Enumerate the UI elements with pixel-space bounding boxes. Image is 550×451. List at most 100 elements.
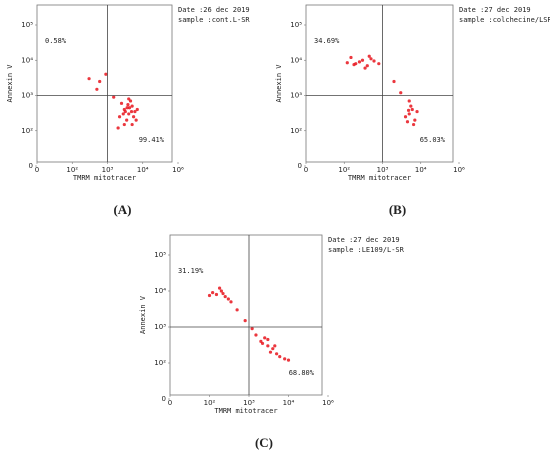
quadrant-label: 68.80% <box>289 369 315 377</box>
y-tick-label: 10³ <box>290 92 302 100</box>
data-point <box>125 106 129 110</box>
data-point <box>119 101 124 105</box>
data-point <box>363 66 367 70</box>
plot-panel: 0 10² 10³ 10⁴ 10⁶ 0 10² 10³ 10⁴ 10⁵ 0.58% 99.41% TMR… <box>6 4 250 217</box>
data-point <box>275 352 279 356</box>
data-point <box>135 107 139 112</box>
data-point <box>377 62 381 66</box>
data-point <box>345 61 349 65</box>
data-point <box>131 115 136 119</box>
date-text: Date :27 dec 2019 <box>328 236 400 244</box>
date-text: Date :27 dec 2019 <box>459 6 531 14</box>
data-point <box>263 336 267 340</box>
data-point <box>271 347 275 351</box>
data-point <box>405 120 410 124</box>
plot-frame <box>169 234 323 396</box>
data-point <box>243 319 247 323</box>
data-point <box>211 291 215 295</box>
sample-text: sample :cont.L-SR <box>178 16 250 24</box>
data-point <box>117 115 122 119</box>
data-point <box>123 109 127 114</box>
quadrant-label: 0.58% <box>45 37 67 45</box>
y-axis-label: Annexin V <box>275 64 283 103</box>
panel-label: (A) <box>113 202 131 217</box>
y-tick-label: 10⁴ <box>290 56 302 64</box>
data-point <box>221 291 225 296</box>
data-point <box>126 103 130 107</box>
y-tick-label: 10² <box>290 127 302 135</box>
data-point <box>360 58 365 62</box>
data-point <box>121 112 125 116</box>
y-tick-label: 10³ <box>154 323 166 331</box>
x-tick-label: 10⁶ <box>453 166 465 174</box>
y-tick-label: 10² <box>21 127 33 135</box>
data-point <box>357 60 362 64</box>
x-tick-label: 10² <box>66 166 78 174</box>
data-point <box>403 115 408 119</box>
x-axis-label: TMRM mitotracer <box>348 174 411 182</box>
data-point <box>411 122 416 127</box>
data-point <box>219 289 223 293</box>
data-point <box>104 72 108 76</box>
data-point <box>217 286 222 290</box>
y-tick-label: 10⁵ <box>290 21 302 29</box>
data-point <box>116 126 120 130</box>
y-tick-label: 10³ <box>21 92 33 100</box>
data-point <box>266 337 270 342</box>
data-point <box>352 63 356 67</box>
data-point <box>229 300 233 304</box>
x-tick-label: 10⁶ <box>172 166 184 174</box>
data-point <box>127 112 131 116</box>
x-tick-label: 0 <box>304 166 308 174</box>
data-point <box>372 59 376 63</box>
data-point <box>407 99 411 103</box>
quadrant-label: 34.69% <box>314 37 340 45</box>
panel-label: (C) <box>255 435 273 450</box>
y-tick-label: 10⁵ <box>21 21 33 29</box>
y-tick-label: 0 <box>298 162 302 170</box>
data-point <box>226 297 230 301</box>
data-point <box>278 355 282 359</box>
data-point <box>286 358 291 362</box>
y-tick-label: 10² <box>154 359 166 367</box>
data-point <box>133 109 137 114</box>
x-tick-label: 10³ <box>243 399 255 407</box>
data-point <box>235 308 239 312</box>
plot-frame <box>305 4 454 163</box>
data-point <box>130 122 134 127</box>
x-axis-label: TMRM mitotracer <box>73 174 136 182</box>
x-tick-label: 10² <box>204 399 216 407</box>
data-point <box>250 327 254 331</box>
x-tick-label: 10⁴ <box>137 166 149 174</box>
y-axis-label: Annexin V <box>6 64 14 103</box>
quadrant-label: 65.03% <box>420 136 446 144</box>
data-point <box>125 118 129 122</box>
y-tick-label: 10⁵ <box>154 251 166 259</box>
panel-label: (B) <box>389 202 406 217</box>
data-point <box>112 95 116 99</box>
data-point <box>273 344 277 348</box>
quadrant-label: 99.41% <box>139 136 165 144</box>
data-point <box>122 122 126 127</box>
data-point <box>369 57 373 61</box>
data-point <box>349 55 353 60</box>
x-tick-label: 0 <box>35 166 39 174</box>
data-point <box>98 79 102 84</box>
x-tick-label: 10² <box>338 166 350 174</box>
quadrant-label: 31.19% <box>178 267 204 275</box>
data-point <box>392 79 396 84</box>
data-point <box>283 357 287 361</box>
x-tick-label: 0 <box>168 399 172 407</box>
plot-panel: 0 10² 10³ 10⁴ 10⁶ 0 10² 10³ 10⁴ 10⁵ 34.69% 65.03% TM… <box>275 4 550 217</box>
data-point <box>266 344 270 348</box>
x-tick-label: 10³ <box>377 166 389 174</box>
date-text: Date :26 dec 2019 <box>178 6 250 14</box>
data-point <box>367 54 371 58</box>
plot-frame <box>36 4 173 163</box>
y-tick-label: 10⁴ <box>154 287 166 295</box>
x-tick-label: 10⁴ <box>283 399 295 407</box>
x-tick-label: 10⁴ <box>415 166 427 174</box>
y-axis-label: Annexin V <box>139 295 147 334</box>
sample-text: sample :colchecine/LSR <box>459 16 550 24</box>
